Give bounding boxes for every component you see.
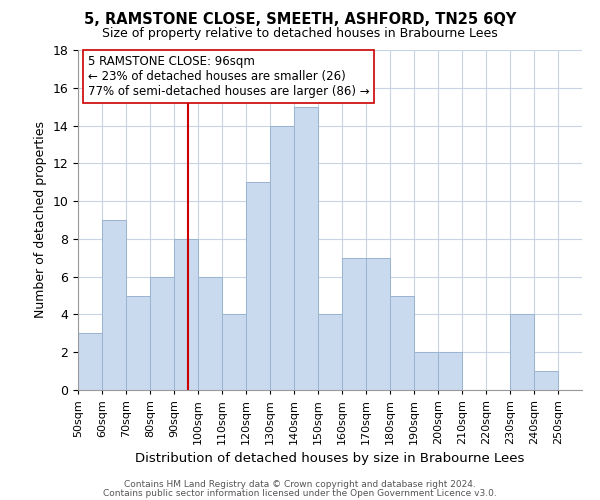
Bar [126, 296, 150, 390]
Bar [198, 276, 222, 390]
X-axis label: Distribution of detached houses by size in Brabourne Lees: Distribution of detached houses by size … [136, 452, 524, 466]
Text: Contains HM Land Registry data © Crown copyright and database right 2024.: Contains HM Land Registry data © Crown c… [124, 480, 476, 489]
Bar [222, 314, 246, 390]
Bar [342, 258, 366, 390]
Bar [102, 220, 126, 390]
Bar [294, 106, 318, 390]
Bar [78, 334, 102, 390]
Text: 5, RAMSTONE CLOSE, SMEETH, ASHFORD, TN25 6QY: 5, RAMSTONE CLOSE, SMEETH, ASHFORD, TN25… [84, 12, 516, 28]
Bar [270, 126, 294, 390]
Bar [414, 352, 438, 390]
Bar [318, 314, 342, 390]
Bar [534, 371, 558, 390]
Text: 5 RAMSTONE CLOSE: 96sqm
← 23% of detached houses are smaller (26)
77% of semi-de: 5 RAMSTONE CLOSE: 96sqm ← 23% of detache… [88, 55, 370, 98]
Bar [174, 239, 198, 390]
Bar [366, 258, 390, 390]
Bar [150, 276, 174, 390]
Bar [510, 314, 534, 390]
Text: Size of property relative to detached houses in Brabourne Lees: Size of property relative to detached ho… [102, 28, 498, 40]
Bar [246, 182, 270, 390]
Y-axis label: Number of detached properties: Number of detached properties [34, 122, 47, 318]
Bar [390, 296, 414, 390]
Bar [438, 352, 462, 390]
Text: Contains public sector information licensed under the Open Government Licence v3: Contains public sector information licen… [103, 488, 497, 498]
